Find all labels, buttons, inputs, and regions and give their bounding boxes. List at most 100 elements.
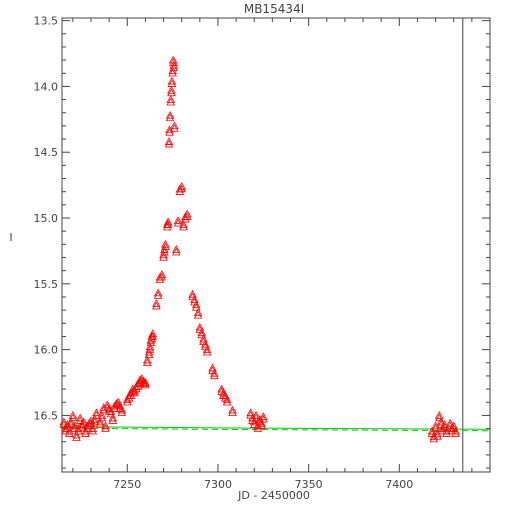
data-point: [75, 416, 85, 424]
data-point: [63, 422, 72, 431]
data-point: [165, 125, 174, 134]
data-point: [259, 414, 268, 423]
data-point: [123, 397, 132, 406]
data-point: [92, 408, 101, 417]
model-line: [61, 426, 491, 430]
data-point: [169, 60, 178, 69]
chart-title: MB15434I: [244, 2, 304, 16]
plot-frame: [61, 17, 491, 473]
data-point: [179, 220, 188, 228]
data-point: [253, 424, 263, 432]
data-point: [177, 184, 186, 193]
data-point: [79, 417, 89, 426]
y-tick-label: 16.0: [34, 344, 59, 357]
data-point: [135, 375, 145, 384]
data-point: [90, 417, 99, 426]
data-point: [257, 418, 266, 427]
x-tick-label: 7300: [204, 478, 232, 491]
data-point: [66, 417, 76, 426]
data-point: [146, 338, 156, 347]
data-point: [81, 429, 90, 437]
data-point: [168, 68, 177, 77]
data-point: [112, 399, 121, 407]
y-tick-label: 14.5: [34, 146, 59, 159]
axes: 7250 7300 7350 7400 13.5 14.0 14.5 15.0 15.5 16.0…: [34, 15, 490, 491]
data-point: [70, 421, 79, 430]
data-point: [157, 270, 167, 278]
data-point: [144, 347, 154, 356]
y-tick-label: 13.5: [34, 15, 59, 28]
data-point: [208, 363, 217, 372]
data-point: [259, 412, 268, 421]
data-point: [152, 301, 161, 310]
x-axis-label: JD - 2450000: [237, 489, 310, 502]
data-point: [449, 421, 459, 430]
data-point: [431, 421, 440, 430]
data-point: [97, 413, 107, 422]
data-point: [123, 395, 132, 403]
data-point: [147, 334, 157, 343]
data-point: [182, 212, 192, 220]
data-point: [161, 239, 170, 248]
data-point: [210, 368, 219, 377]
data-point: [74, 424, 83, 432]
data-point: [179, 222, 188, 231]
data-point: [167, 85, 176, 94]
data-point: [202, 347, 212, 356]
data-point: [222, 397, 232, 406]
data-point: [433, 431, 442, 440]
data-point: [101, 424, 110, 432]
data-point: [152, 299, 161, 307]
data-point: [202, 345, 212, 353]
data-point: [440, 422, 449, 431]
y-tick-label: 15.5: [34, 278, 59, 291]
data-point: [195, 322, 205, 331]
data-point: [157, 272, 167, 281]
x-tick-label: 7250: [113, 478, 141, 491]
data-point: [188, 289, 197, 298]
data-point: [90, 414, 99, 423]
data-point: [167, 76, 177, 85]
data-point: [251, 413, 261, 422]
data-point: [166, 97, 176, 106]
data-point: [159, 252, 168, 261]
data-point: [128, 387, 138, 395]
y-tick-label: 15.0: [34, 212, 59, 225]
data-point: [92, 410, 101, 419]
data-point: [191, 300, 201, 309]
data-point: [95, 420, 105, 428]
data-point: [72, 433, 81, 441]
data-point: [68, 410, 78, 419]
data-point: [200, 339, 210, 348]
data-point: [130, 385, 139, 394]
data-point: [193, 310, 203, 319]
data-point: [148, 329, 157, 338]
data-point: [434, 413, 444, 422]
data-point: [182, 209, 192, 218]
data-point: [95, 417, 105, 426]
data-point: [159, 250, 168, 259]
data-point: [163, 217, 173, 226]
data-point: [228, 405, 237, 414]
data-point: [199, 334, 208, 343]
data-point: [173, 216, 183, 224]
data-point: [74, 426, 83, 435]
data-point: [170, 123, 179, 132]
data-point: [197, 330, 206, 339]
data-point: [431, 424, 440, 432]
data-point: [171, 247, 181, 256]
data-point: [161, 242, 170, 251]
data-point: [165, 127, 174, 136]
data-point: [440, 420, 449, 428]
x-tick-label: 7400: [385, 478, 413, 491]
data-point: [173, 218, 183, 227]
data-point: [86, 416, 96, 424]
data-point: [141, 380, 150, 389]
data-point: [145, 342, 155, 351]
data-point: [429, 434, 439, 443]
data-point: [117, 408, 127, 416]
data-point: [59, 417, 69, 426]
data-point: [86, 418, 96, 427]
data-point: [165, 113, 175, 122]
data-point: [117, 405, 127, 414]
